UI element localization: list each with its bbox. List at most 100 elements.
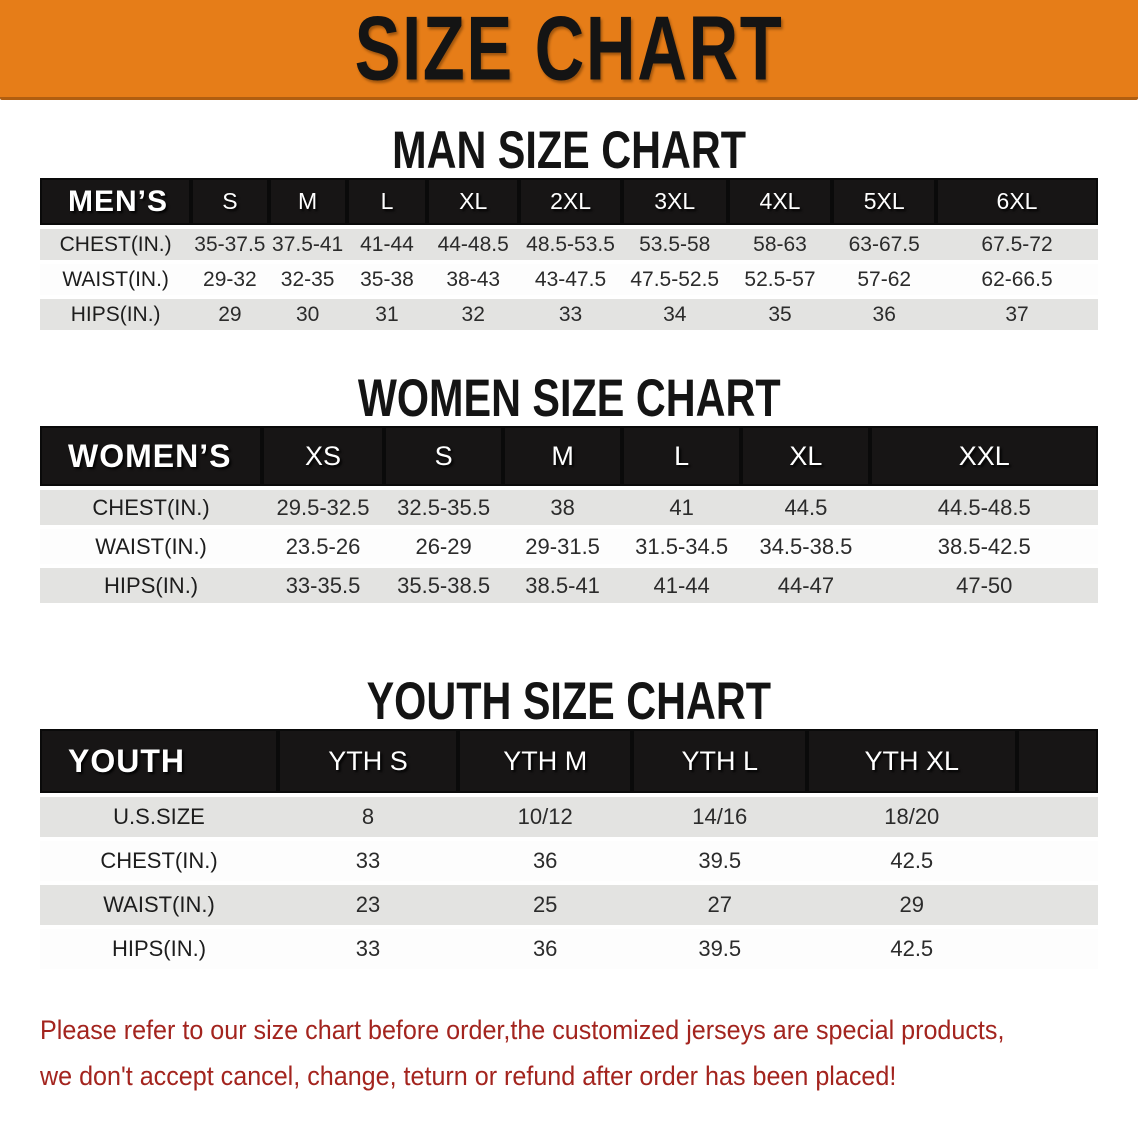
size-cell: 29 <box>807 885 1017 925</box>
size-cell: 42.5 <box>807 841 1017 881</box>
size-cell: 41-44 <box>346 229 428 260</box>
col-header-yth-l: YTH L <box>632 729 808 793</box>
size-cell: 39.5 <box>632 929 808 969</box>
men-waist-row: WAIST(IN.) 29-32 32-35 35-38 38-43 43-47… <box>40 264 1098 295</box>
footer-note-line1: Please refer to our size chart before or… <box>40 1015 1005 1045</box>
size-cell: 58-63 <box>727 229 833 260</box>
size-cell: 36 <box>832 299 937 330</box>
banner-title: SIZE CHART <box>354 0 784 100</box>
women-size-table: WOMEN’S XS S M L XL XXL CHEST(IN.) 29.5-… <box>40 422 1098 607</box>
size-cell: 33 <box>519 299 622 330</box>
size-cell: 44-47 <box>741 568 871 603</box>
size-cell: 39.5 <box>632 841 808 881</box>
men-corner-label: MEN’S <box>40 178 192 225</box>
youth-chest-row: CHEST(IN.) 33 36 39.5 42.5 <box>40 841 1098 881</box>
size-cell: 47-50 <box>870 568 1098 603</box>
size-cell: 36 <box>457 929 633 969</box>
banner: SIZE CHART <box>0 0 1138 100</box>
row-label: U.S.SIZE <box>40 797 279 837</box>
col-header-s: S <box>383 426 504 486</box>
row-label: HIPS(IN.) <box>40 929 279 969</box>
row-label: WAIST(IN.) <box>40 264 192 295</box>
youth-waist-row: WAIST(IN.) 23 25 27 29 <box>40 885 1098 925</box>
size-cell: 35-38 <box>346 264 428 295</box>
size-cell: 27 <box>632 885 808 925</box>
size-cell: 23 <box>278 885 458 925</box>
men-section-heading-text: MAN SIZE CHART <box>392 119 746 180</box>
women-waist-row: WAIST(IN.) 23.5-26 26-29 29-31.5 31.5-34… <box>40 529 1098 564</box>
size-cell: 38.5-42.5 <box>870 529 1098 564</box>
col-header-m: M <box>268 178 347 225</box>
size-chart-page: SIZE CHART MAN SIZE CHART MEN’S S M L XL… <box>0 0 1138 1091</box>
men-header-row: MEN’S S M L XL 2XL 3XL 4XL 5XL 6XL <box>40 178 1098 225</box>
size-cell: 67.5-72 <box>936 229 1098 260</box>
size-cell: 52.5-57 <box>727 264 833 295</box>
size-cell: 41 <box>621 490 742 525</box>
col-header-m: M <box>503 426 622 486</box>
women-hips-row: HIPS(IN.) 33-35.5 35.5-38.5 38.5-41 41-4… <box>40 568 1098 603</box>
row-label: CHEST(IN.) <box>40 841 279 881</box>
size-cell: 29-32 <box>191 264 269 295</box>
size-cell: 32-35 <box>268 264 347 295</box>
size-cell: 34 <box>621 299 728 330</box>
youth-hips-row: HIPS(IN.) 33 36 39.5 42.5 <box>40 929 1098 969</box>
size-cell: 29-31.5 <box>503 529 622 564</box>
size-cell: 48.5-53.5 <box>519 229 622 260</box>
size-cell: 23.5-26 <box>262 529 384 564</box>
size-cell: 44.5-48.5 <box>870 490 1098 525</box>
size-cell: 38.5-41 <box>503 568 622 603</box>
size-cell: 8 <box>278 797 458 837</box>
col-header-xl: XL <box>427 178 520 225</box>
size-cell: 44.5 <box>741 490 871 525</box>
col-header-yth-s: YTH S <box>278 729 458 793</box>
size-cell: 34.5-38.5 <box>741 529 871 564</box>
size-cell: 43-47.5 <box>519 264 622 295</box>
row-label: HIPS(IN.) <box>40 568 263 603</box>
size-cell: 29 <box>191 299 269 330</box>
size-cell: 38 <box>503 490 622 525</box>
size-cell: 35-37.5 <box>191 229 269 260</box>
col-header-3xl: 3XL <box>621 178 728 225</box>
filler-cell <box>1016 929 1098 969</box>
col-header-5xl: 5XL <box>832 178 937 225</box>
col-header-yth-xl: YTH XL <box>807 729 1017 793</box>
youth-corner-label: YOUTH <box>40 729 279 793</box>
men-hips-row: HIPS(IN.) 29 30 31 32 33 34 35 36 37 <box>40 299 1098 330</box>
size-cell: 44-48.5 <box>427 229 520 260</box>
row-label: CHEST(IN.) <box>40 490 263 525</box>
col-header-2xl: 2XL <box>519 178 622 225</box>
men-chest-row: CHEST(IN.) 35-37.5 37.5-41 41-44 44-48.5… <box>40 229 1098 260</box>
men-section-heading: MAN SIZE CHART <box>0 119 1138 180</box>
size-cell: 31.5-34.5 <box>621 529 742 564</box>
size-cell: 42.5 <box>807 929 1017 969</box>
size-cell: 47.5-52.5 <box>621 264 728 295</box>
col-header-l: L <box>621 426 742 486</box>
size-cell: 10/12 <box>457 797 633 837</box>
row-label: WAIST(IN.) <box>40 885 279 925</box>
size-cell: 63-67.5 <box>832 229 937 260</box>
women-section-heading-text: WOMEN SIZE CHART <box>357 367 781 428</box>
size-cell: 30 <box>268 299 347 330</box>
size-cell: 25 <box>457 885 633 925</box>
size-cell: 53.5-58 <box>621 229 728 260</box>
youth-section-heading: YOUTH SIZE CHART <box>0 674 1138 728</box>
women-chest-row: CHEST(IN.) 29.5-32.5 32.5-35.5 38 41 44.… <box>40 490 1098 525</box>
size-cell: 32.5-35.5 <box>383 490 504 525</box>
row-label: HIPS(IN.) <box>40 299 192 330</box>
col-header-s: S <box>191 178 269 225</box>
size-cell: 14/16 <box>632 797 808 837</box>
size-cell: 33-35.5 <box>262 568 384 603</box>
filler-cell <box>1016 885 1098 925</box>
col-header-xl: XL <box>741 426 871 486</box>
size-cell: 41-44 <box>621 568 742 603</box>
size-cell: 29.5-32.5 <box>262 490 384 525</box>
size-cell: 36 <box>457 841 633 881</box>
size-cell: 37 <box>936 299 1098 330</box>
size-cell: 35 <box>727 299 833 330</box>
col-header-yth-m: YTH M <box>457 729 633 793</box>
col-header-l: L <box>346 178 428 225</box>
size-cell: 57-62 <box>832 264 937 295</box>
women-header-row: WOMEN’S XS S M L XL XXL <box>40 426 1098 486</box>
youth-header-row: YOUTH YTH S YTH M YTH L YTH XL <box>40 729 1098 793</box>
col-header-6xl: 6XL <box>936 178 1098 225</box>
